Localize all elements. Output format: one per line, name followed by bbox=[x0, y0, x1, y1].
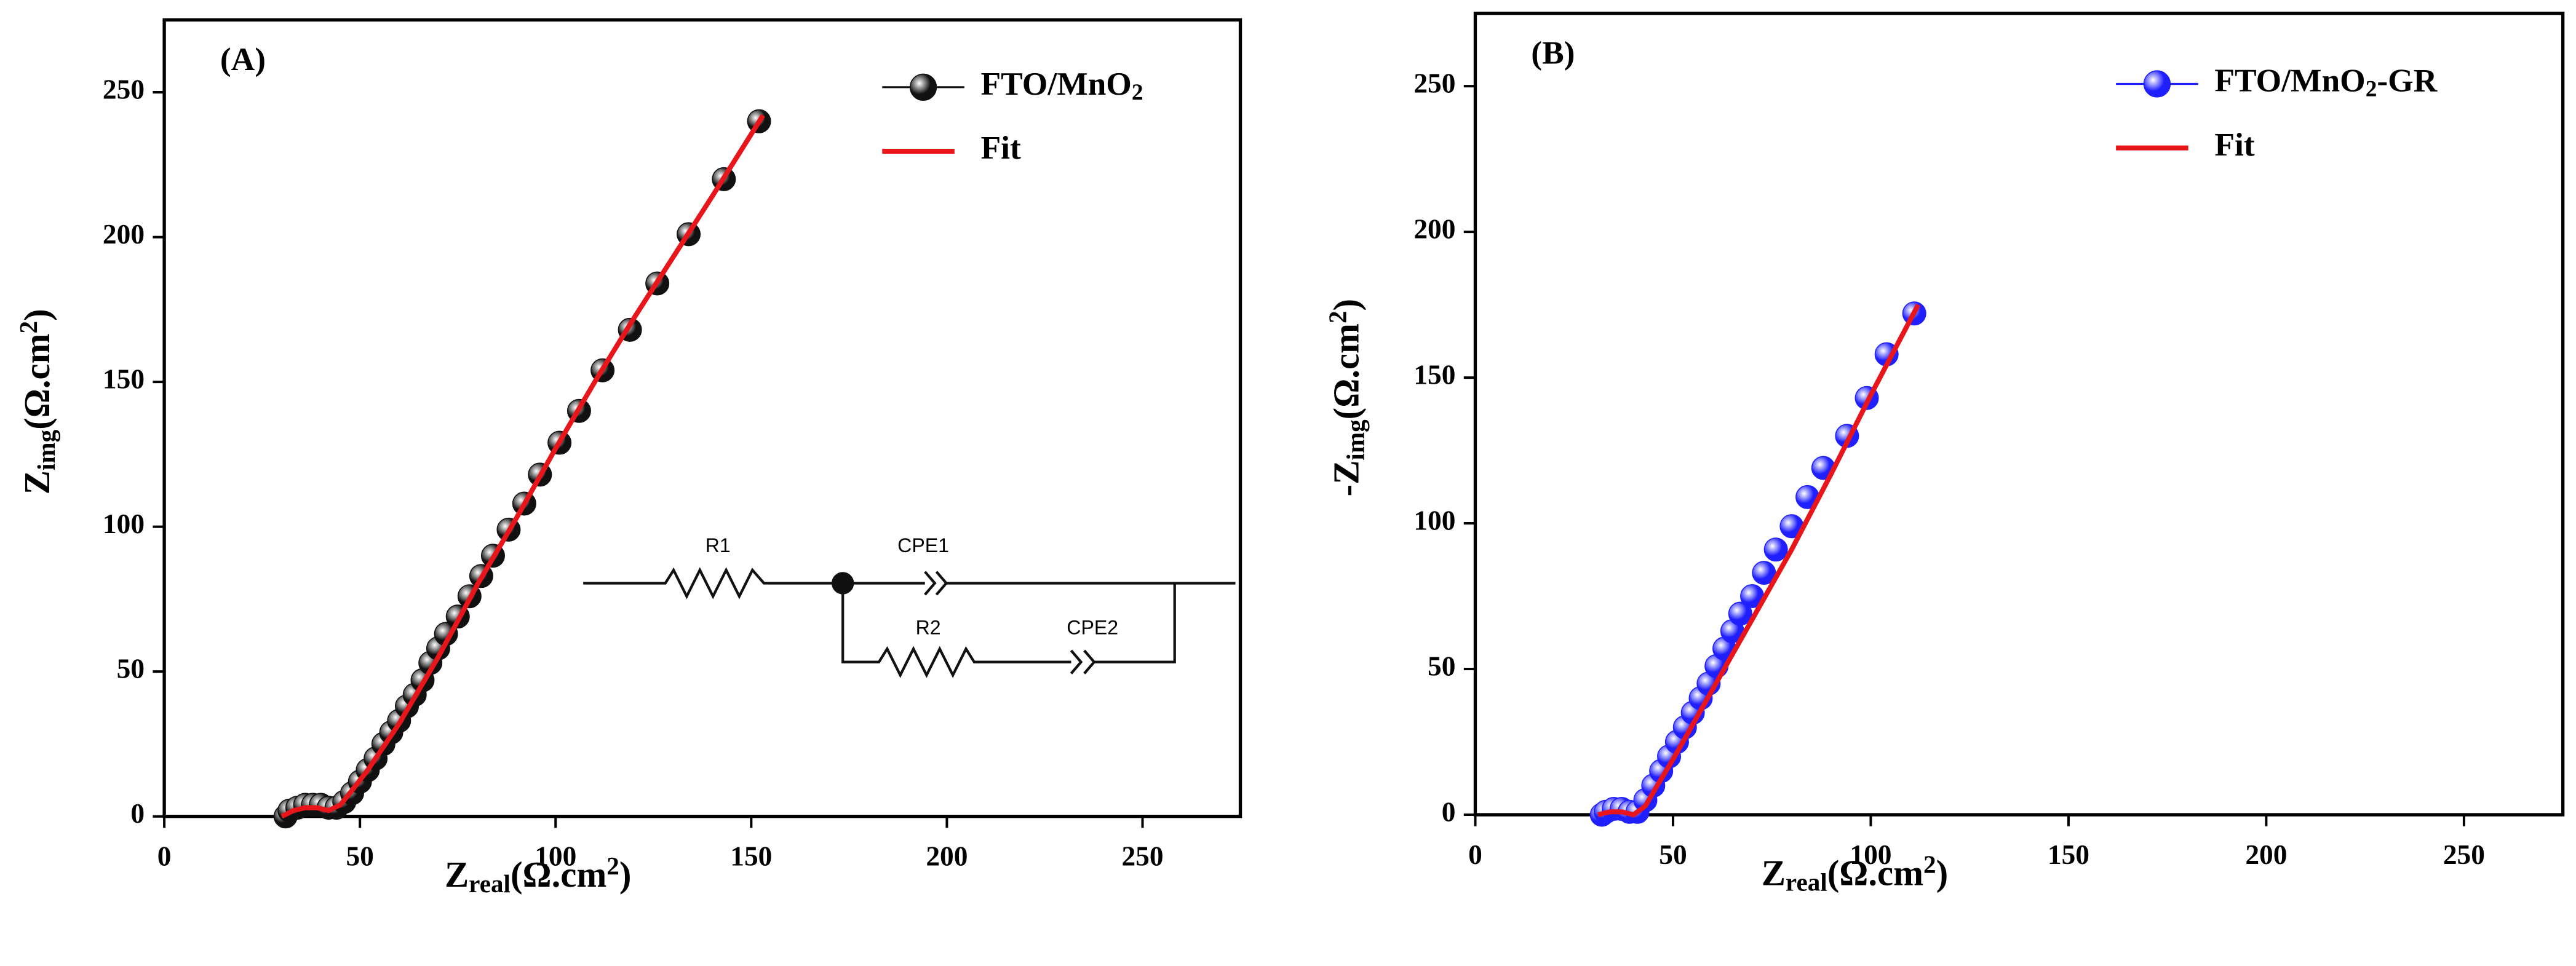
circuit-label: R2 bbox=[916, 617, 941, 639]
y-tick-label: 150 bbox=[103, 364, 145, 395]
text-part: real bbox=[469, 869, 511, 898]
legend-label: Fit bbox=[2214, 126, 2254, 163]
y-axis-label: -Zimg(Ω.cm2) bbox=[1324, 299, 1370, 496]
capacitor bbox=[924, 571, 937, 596]
y-tick-label: 150 bbox=[1413, 359, 1455, 390]
data-point bbox=[1728, 601, 1752, 626]
text-part: img bbox=[32, 429, 60, 470]
legend-label: FTO/MnO2-GR bbox=[2214, 62, 2438, 101]
y-tick-label: 250 bbox=[103, 74, 145, 105]
y-tick-label: 100 bbox=[1413, 505, 1455, 536]
circuit-node bbox=[832, 572, 854, 595]
circuit-inset bbox=[583, 567, 1236, 678]
circuit-label: R1 bbox=[706, 534, 731, 556]
x-tick-label: 250 bbox=[1121, 841, 1163, 872]
fit-line bbox=[280, 114, 765, 819]
legend-label: FTO/MnO2 bbox=[981, 65, 1143, 105]
circuit-wire bbox=[583, 567, 925, 600]
panel-label: (A) bbox=[220, 41, 266, 77]
legend-marker bbox=[909, 73, 937, 101]
fit-line bbox=[1597, 303, 1921, 818]
text-part: img bbox=[1341, 419, 1369, 461]
y-tick-label: 0 bbox=[1442, 796, 1456, 827]
legend-label: Fit bbox=[981, 129, 1021, 166]
capacitor bbox=[1070, 649, 1083, 675]
x-tick-label: 0 bbox=[1468, 839, 1482, 870]
x-tick-label: 100 bbox=[1850, 839, 1891, 870]
text-part: FTO/MnO bbox=[981, 65, 1132, 102]
text-part: ) bbox=[17, 309, 57, 321]
panel-label: (B) bbox=[1531, 34, 1575, 71]
x-axis-label: Zreal(Ω.cm2) bbox=[445, 852, 631, 898]
text-part: 2 bbox=[14, 321, 42, 334]
capacitor bbox=[935, 571, 948, 596]
x-tick-label: 50 bbox=[1659, 839, 1687, 870]
text-part: real bbox=[1786, 868, 1827, 896]
text-part: Z bbox=[445, 855, 469, 895]
y-tick-label: 200 bbox=[103, 219, 145, 250]
legend-marker bbox=[2143, 70, 2171, 98]
text-part: (Ω.cm bbox=[17, 333, 57, 429]
x-tick-label: 150 bbox=[2048, 839, 2089, 870]
text-part: 2 bbox=[1324, 311, 1352, 323]
text-part: FTO/MnO bbox=[2214, 62, 2365, 99]
y-tick-label: 200 bbox=[1413, 214, 1455, 245]
x-tick-label: 0 bbox=[157, 841, 172, 872]
circuit-wire bbox=[1094, 583, 1176, 663]
x-tick-label: 200 bbox=[926, 841, 968, 872]
y-tick-label: 100 bbox=[103, 509, 145, 539]
circuit-label: CPE1 bbox=[897, 534, 949, 556]
data-point bbox=[1763, 537, 1788, 562]
x-axis-label: Zreal(Ω.cm2) bbox=[1762, 850, 1948, 897]
text-part: ) bbox=[1936, 853, 1949, 893]
plot-frame bbox=[162, 18, 1242, 818]
y-tick-label: 50 bbox=[117, 654, 145, 684]
text-part: (Ω.cm bbox=[511, 855, 606, 895]
capacitor bbox=[1083, 649, 1096, 675]
text-part: 2 bbox=[1923, 850, 1936, 879]
circuit-label: CPE2 bbox=[1067, 617, 1118, 639]
text-part: (Ω.cm bbox=[1327, 323, 1367, 419]
text-part: 2 bbox=[1132, 79, 1143, 105]
plot-frame bbox=[1473, 11, 2565, 817]
y-tick-label: 50 bbox=[1428, 651, 1455, 681]
x-tick-label: 100 bbox=[535, 841, 576, 872]
text-part: Z bbox=[1762, 853, 1786, 893]
text-part: -Z bbox=[1327, 461, 1367, 497]
x-tick-label: 250 bbox=[2443, 839, 2485, 870]
x-tick-label: 200 bbox=[2245, 839, 2287, 870]
text-part: -GR bbox=[2377, 62, 2438, 99]
x-tick-label: 150 bbox=[730, 841, 772, 872]
text-part: 2 bbox=[2366, 76, 2377, 101]
text-part: ) bbox=[1327, 299, 1367, 311]
text-part: ) bbox=[619, 855, 632, 895]
x-tick-label: 50 bbox=[346, 841, 373, 872]
y-tick-label: 0 bbox=[130, 798, 145, 829]
y-tick-label: 250 bbox=[1413, 68, 1455, 99]
text-part: (Ω.cm bbox=[1827, 853, 1923, 893]
text-part: Z bbox=[17, 470, 57, 494]
circuit-wire bbox=[841, 583, 1071, 678]
text-part: 2 bbox=[606, 852, 619, 880]
y-axis-label: Zimg(Ω.cm2) bbox=[14, 309, 60, 494]
data-point bbox=[1752, 561, 1776, 585]
